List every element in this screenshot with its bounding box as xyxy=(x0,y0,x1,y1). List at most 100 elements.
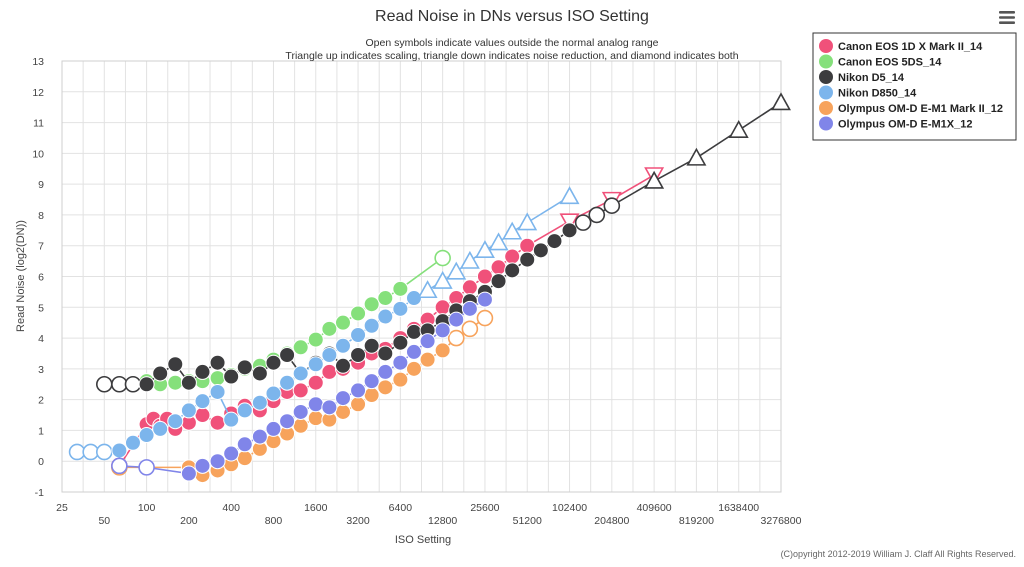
data-point[interactable] xyxy=(377,290,394,307)
data-point[interactable] xyxy=(321,347,338,364)
data-point[interactable] xyxy=(307,374,324,391)
data-point[interactable] xyxy=(152,365,169,382)
data-point[interactable] xyxy=(334,403,351,420)
data-point[interactable] xyxy=(111,375,128,393)
data-point[interactable] xyxy=(377,363,394,380)
data-point[interactable] xyxy=(461,279,478,296)
data-point[interactable] xyxy=(405,323,422,340)
data-point[interactable] xyxy=(292,382,309,399)
data-point[interactable] xyxy=(251,394,268,411)
legend-item[interactable]: Nikon D5_14 xyxy=(819,70,905,84)
data-point[interactable] xyxy=(517,212,538,231)
data-point[interactable] xyxy=(180,402,197,419)
data-point[interactable] xyxy=(392,371,409,388)
data-point[interactable] xyxy=(405,343,422,360)
data-point[interactable] xyxy=(292,365,309,382)
data-point[interactable] xyxy=(223,445,240,462)
data-point[interactable] xyxy=(434,322,451,339)
data-point[interactable] xyxy=(377,379,394,396)
data-point[interactable] xyxy=(461,320,479,338)
data-point[interactable] xyxy=(434,342,451,359)
data-point[interactable] xyxy=(392,300,409,317)
data-point[interactable] xyxy=(292,417,309,434)
data-point[interactable] xyxy=(236,450,253,467)
data-point[interactable] xyxy=(279,413,296,430)
data-point[interactable] xyxy=(180,465,197,482)
data-point[interactable] xyxy=(111,442,128,459)
data-point[interactable] xyxy=(432,270,453,289)
data-point[interactable] xyxy=(334,390,351,407)
data-point[interactable] xyxy=(321,363,338,380)
data-point[interactable] xyxy=(95,375,113,393)
data-point[interactable] xyxy=(236,359,253,376)
data-point[interactable] xyxy=(461,300,478,317)
data-point[interactable] xyxy=(476,309,494,327)
data-point[interactable] xyxy=(363,387,380,404)
data-point[interactable] xyxy=(574,214,592,231)
data-point[interactable] xyxy=(111,457,128,475)
data-point[interactable] xyxy=(350,326,367,343)
data-point[interactable] xyxy=(334,314,351,331)
data-point[interactable] xyxy=(209,370,226,387)
data-point[interactable] xyxy=(419,351,436,368)
data-point[interactable] xyxy=(167,374,184,391)
data-point[interactable] xyxy=(559,186,580,205)
data-point[interactable] xyxy=(209,383,226,400)
data-point[interactable] xyxy=(392,280,409,297)
data-point[interactable] xyxy=(504,248,521,265)
data-point[interactable] xyxy=(771,92,791,111)
data-point[interactable] xyxy=(502,221,523,240)
data-point[interactable] xyxy=(68,443,86,461)
data-point[interactable] xyxy=(194,457,211,474)
data-point[interactable] xyxy=(138,376,155,393)
data-point[interactable] xyxy=(307,356,324,373)
legend-item[interactable]: Canon EOS 1D X Mark II_14 xyxy=(819,39,983,53)
data-point[interactable] xyxy=(350,396,367,413)
data-point[interactable] xyxy=(209,453,226,470)
data-point[interactable] xyxy=(350,382,367,399)
data-point[interactable] xyxy=(95,443,113,461)
data-point[interactable] xyxy=(251,365,268,382)
data-point[interactable] xyxy=(434,249,451,267)
data-point[interactable] xyxy=(405,360,422,377)
data-point[interactable] xyxy=(488,232,509,251)
data-point[interactable] xyxy=(644,170,665,189)
data-point[interactable] xyxy=(588,206,606,224)
data-point[interactable] xyxy=(447,329,465,347)
data-point[interactable] xyxy=(321,399,338,416)
data-point[interactable] xyxy=(167,356,184,373)
data-point[interactable] xyxy=(265,354,282,371)
data-point[interactable] xyxy=(321,320,338,337)
data-point[interactable] xyxy=(476,291,493,308)
data-point[interactable] xyxy=(419,333,436,350)
data-point[interactable] xyxy=(448,311,465,328)
legend-item[interactable]: Olympus OM-D E-M1 Mark II_12 xyxy=(819,101,1003,115)
data-point[interactable] xyxy=(194,407,211,424)
data-point[interactable] xyxy=(490,259,507,276)
data-point[interactable] xyxy=(138,459,155,476)
data-point[interactable] xyxy=(334,357,351,374)
data-point[interactable] xyxy=(279,347,296,364)
data-point[interactable] xyxy=(292,339,309,356)
data-point[interactable] xyxy=(307,331,324,348)
data-point[interactable] xyxy=(124,434,141,451)
data-point[interactable] xyxy=(490,273,507,290)
data-point[interactable] xyxy=(350,305,367,322)
data-point[interactable] xyxy=(236,402,253,419)
data-point[interactable] xyxy=(434,299,451,316)
data-point[interactable] xyxy=(363,373,380,390)
data-point[interactable] xyxy=(292,403,309,420)
data-point[interactable] xyxy=(459,250,480,269)
data-point[interactable] xyxy=(124,375,142,393)
data-point[interactable] xyxy=(561,222,578,239)
data-point[interactable] xyxy=(82,443,99,461)
data-point[interactable] xyxy=(209,354,226,371)
data-point[interactable] xyxy=(546,233,563,250)
data-point[interactable] xyxy=(167,413,184,430)
data-point[interactable] xyxy=(279,374,296,391)
data-point[interactable] xyxy=(180,374,197,391)
data-point[interactable] xyxy=(138,427,155,444)
data-point[interactable] xyxy=(307,396,324,413)
data-point[interactable] xyxy=(559,213,580,232)
data-point[interactable] xyxy=(236,436,253,453)
